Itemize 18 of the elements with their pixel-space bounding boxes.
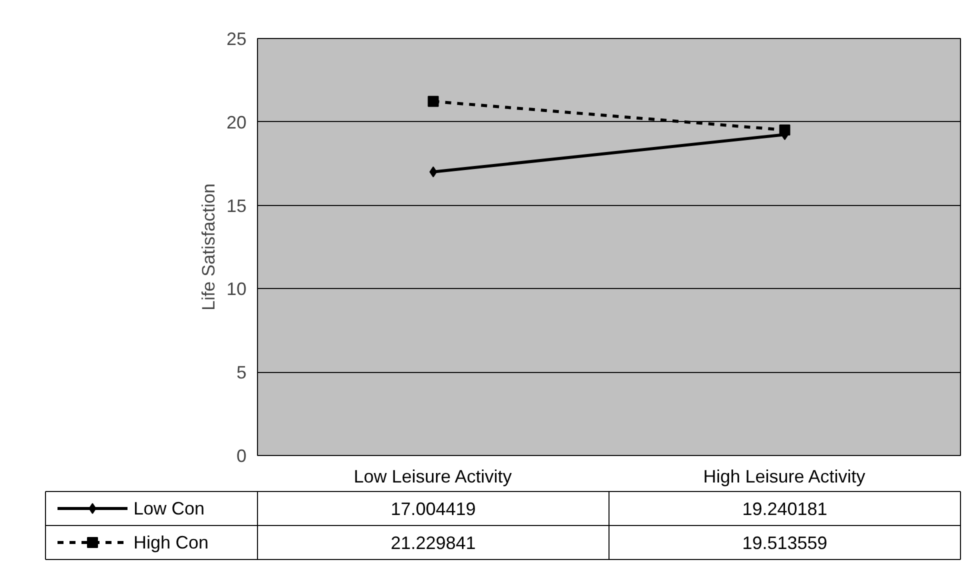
legend-label: Low Con (134, 498, 205, 518)
y-tick-label: 10 (226, 279, 247, 300)
point (429, 166, 438, 178)
data-label: 17.004419 (390, 499, 476, 519)
y-tick-label: 20 (226, 112, 247, 132)
legend-label: High Con (134, 532, 209, 552)
point (428, 96, 439, 107)
data-label: 19.240181 (742, 499, 828, 519)
y-tick-label: 0 (236, 446, 247, 466)
x-tick-label: High Leisure Activity (703, 466, 866, 486)
y-tick-label: 25 (226, 29, 247, 49)
y-axis-title: Life Satisfaction (198, 183, 218, 311)
y-tick-label: 15 (226, 196, 247, 216)
x-tick-label: Low Leisure Activity (354, 466, 512, 486)
data-label: 19.513559 (742, 533, 828, 553)
y-tick-label: 5 (236, 362, 247, 383)
data-label: 21.229841 (390, 533, 476, 553)
point (779, 124, 790, 136)
